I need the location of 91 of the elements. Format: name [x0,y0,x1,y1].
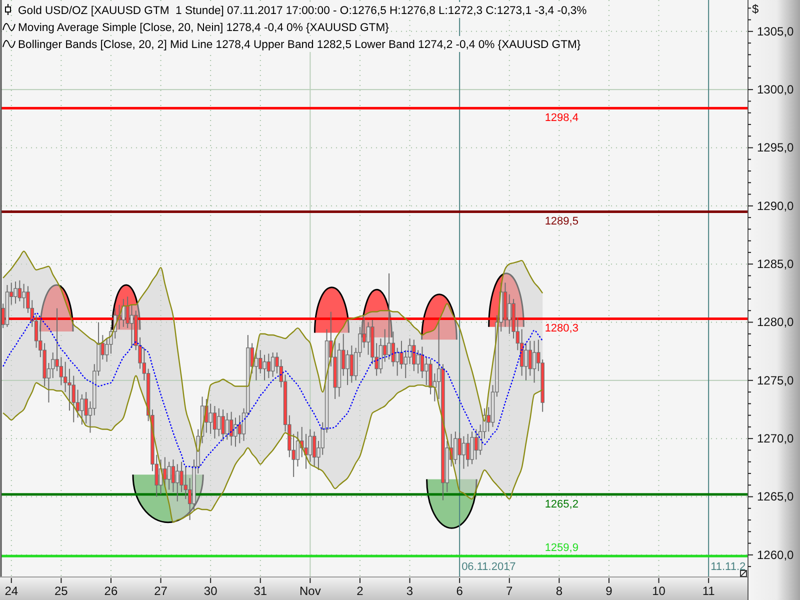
x-tick-label: 3 [406,584,414,598]
candlestick [176,464,180,502]
candlestick [320,422,324,456]
ref-line-label: 1298,4 [544,112,578,124]
candlestick [229,411,234,446]
y-tick-label: 1300,0 [757,82,794,97]
candlestick [234,417,238,448]
x-tick-label: 7 [506,584,514,598]
candlestick [80,394,84,426]
line-series [2,375,544,523]
x-tick-label: 8 [556,584,563,598]
y-axis-title: $ [752,2,759,16]
annotation: Bollinger Bands [Close, 20, 2] Mid Line 1278,4 Upper Band 1282,5 Lower Band 1274,2 -0,4 0% {XAUUSD GTM} [18,39,581,51]
candlestick [378,338,383,374]
candlestick [208,403,212,434]
y-tick-label: 1260,0 [757,548,794,562]
candlestick [528,340,532,376]
x-tick-label: 11 [702,584,716,598]
ref-line-label: 11.11.2 [710,561,746,573]
candlestick [217,408,221,437]
y-tick-label: 1280,0 [757,315,794,330]
x-tick-label: 31 [254,584,268,598]
candlestick [350,345,354,384]
x-tick-label: 10 [652,584,666,598]
candlestick [346,350,350,386]
y-tick-label: 1285,0 [757,257,794,272]
candlestick [22,283,26,309]
y-tick-label: 1290,0 [757,198,794,213]
candlestick [296,431,300,467]
candlestick [14,281,18,304]
candlestick [270,352,275,378]
x-tick-label: 6 [456,584,464,598]
chart-title: Gold USD/OZ [XAUUSD GTM 1 Stunde] 07.11.2017 17:00:00 - O:1276,5 H:1276,8 L:1272,3 C:1273,1 -3,4 -0,3% [18,5,587,17]
y-tick-label: 1275,0 [757,373,794,388]
x-tick-label: 24 [4,584,18,598]
annotation: Moving Average Simple [Close, 20, Nein] 1278,4 -0,4 0% {XAUUSD GTM} [18,22,390,34]
candlestick [412,339,416,372]
candlestick [308,428,312,462]
ref-line-label: 1280,3 [544,322,578,335]
candlestick [51,352,55,379]
candlestick [387,272,391,360]
candlestick [225,412,230,440]
candlestick [366,322,370,356]
line-series [2,250,544,452]
y-tick-label: 1295,0 [757,140,794,155]
ref-line-label: 1265,2 [544,498,578,510]
candlestick [458,432,462,465]
y-tick-label: 1270,0 [757,432,794,446]
ref-line-label: 06.11.2017 [462,561,516,573]
candlestick [258,350,262,374]
ref-line-label: 1259,9 [544,542,578,554]
candlestick [212,405,217,440]
candlestick [524,342,528,381]
candlestick [122,298,126,328]
x-tick-label: 27 [154,584,168,598]
candlestick [420,346,424,379]
candlestick [163,456,167,488]
candlestick [408,338,412,365]
x-tick-label: 26 [104,584,118,598]
candlestick [221,408,225,442]
candlestick [72,375,76,423]
y-tick-label: 1305,0 [757,24,794,38]
y-tick-label: 1265,0 [757,490,794,504]
candlestick [474,428,478,460]
candlestick [470,431,474,465]
candlestick [63,361,68,393]
candlestick [171,459,176,493]
candlestick [391,331,396,367]
candlestick [254,352,258,381]
candlestick [508,294,512,334]
candlestick [130,304,134,348]
candlestick [395,347,400,376]
candlestick [466,433,470,467]
candlestick [167,461,171,490]
candlestick [262,354,266,381]
candlestick [266,353,271,379]
candlestick [238,414,242,444]
candlestick [462,436,466,470]
candlestick [312,431,316,467]
candlestick [18,280,22,302]
x-tick-label: 25 [54,584,68,598]
candlestick [424,356,428,386]
candlestick [184,466,188,500]
candlestick [59,356,64,386]
candlestick [532,340,536,384]
x-tick-label: Nov [300,584,321,598]
x-tick-label: 2 [356,584,364,598]
ref-line-label: 1289,5 [544,216,578,228]
candlestick [454,431,458,465]
x-tick-label: 9 [606,584,613,598]
x-tick-label: 30 [204,584,218,598]
